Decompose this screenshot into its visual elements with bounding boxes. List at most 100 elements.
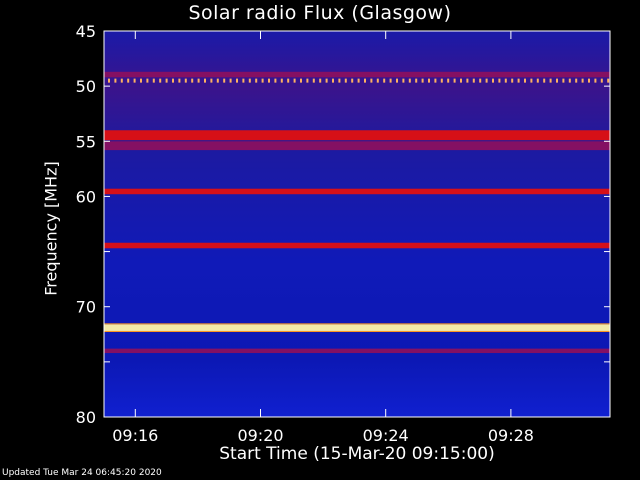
y-tick-label: 45: [76, 22, 96, 41]
emission-burst: [344, 78, 347, 83]
emission-burst: [594, 78, 597, 83]
emission-burst: [152, 78, 155, 83]
emission-burst: [364, 78, 366, 83]
emission-burst: [127, 78, 130, 83]
axes: 45 50 55 60 70 80 09:16 09:20 09:24 09:28: [76, 22, 610, 445]
emission-band: [104, 324, 610, 331]
emission-burst: [306, 78, 309, 83]
emission-burst: [300, 78, 302, 83]
emission-burst: [165, 78, 168, 83]
emission-burst: [524, 78, 526, 83]
emission-burst: [485, 78, 488, 83]
x-tick-label: 09:16: [112, 426, 158, 445]
emission-burst: [178, 78, 181, 83]
emission-burst: [472, 78, 475, 83]
x-tick-label: 09:28: [488, 426, 534, 445]
emission-burst: [370, 78, 373, 83]
emission-burst: [261, 78, 264, 83]
emission-burst: [280, 78, 283, 83]
emission-burst: [511, 78, 514, 83]
emission-burst: [466, 78, 469, 83]
y-tick-label: 70: [76, 298, 96, 317]
emission-burst: [268, 78, 270, 83]
emission-burst: [133, 78, 136, 83]
emission-burst: [351, 78, 354, 83]
emission-burst: [434, 78, 437, 83]
emission-burst: [498, 78, 501, 83]
emission-burst: [575, 78, 578, 83]
emission-burst: [287, 78, 290, 83]
emission-burst: [236, 78, 238, 83]
y-tick-label: 55: [76, 132, 96, 151]
emission-band: [104, 71, 610, 78]
emission-band-edge: [104, 323, 610, 325]
emission-band: [104, 348, 610, 354]
emission-burst: [255, 78, 258, 83]
emission-band: [104, 141, 610, 151]
emission-burst: [440, 78, 443, 83]
emission-bands: [104, 71, 610, 354]
emission-burst: [428, 78, 430, 83]
x-tick-label: 09:20: [237, 426, 283, 445]
emission-burst: [242, 78, 245, 83]
emission-burst: [293, 78, 296, 83]
emission-burst: [389, 78, 392, 83]
emission-burst: [421, 78, 424, 83]
emission-burst: [402, 78, 405, 83]
emission-burst: [543, 78, 546, 83]
emission-burst: [504, 78, 507, 83]
emission-burst: [159, 78, 162, 83]
y-tick-label: 80: [76, 408, 96, 427]
emission-burst: [460, 78, 462, 83]
emission-burst: [210, 78, 213, 83]
emission-burst: [140, 78, 142, 83]
updated-timestamp: Updated Tue Mar 24 06:45:20 2020: [2, 468, 162, 478]
emission-burst: [479, 78, 482, 83]
emission-band: [104, 242, 610, 249]
emission-burst: [517, 78, 520, 83]
emission-burst: [607, 78, 610, 83]
emission-burst: [108, 78, 110, 83]
plot-area: [104, 31, 610, 417]
emission-burst: [415, 78, 418, 83]
emission-burst: [357, 78, 360, 83]
emission-burst: [600, 78, 603, 83]
emission-burst: [191, 78, 194, 83]
x-axis-label: Start Time (15-Mar-20 09:15:00): [219, 444, 495, 464]
emission-burst: [204, 78, 206, 83]
emission-burst: [588, 78, 590, 83]
emission-burst: [383, 78, 386, 83]
emission-burst: [229, 78, 232, 83]
emission-burst: [216, 78, 219, 83]
emission-burst: [492, 78, 494, 83]
y-tick-label: 60: [76, 187, 96, 206]
chart-title: Solar radio Flux (Glasgow): [188, 2, 452, 24]
emission-burst: [197, 78, 200, 83]
emission-burst: [581, 78, 584, 83]
emission-burst: [453, 78, 456, 83]
emission-burst: [530, 78, 533, 83]
emission-burst: [120, 78, 123, 83]
emission-band: [104, 130, 610, 141]
emission-band: [104, 188, 610, 195]
emission-burst: [146, 78, 149, 83]
y-axis-label: Frequency [MHz]: [41, 161, 61, 296]
emission-burst: [248, 78, 251, 83]
emission-burst: [184, 78, 187, 83]
emission-burst: [376, 78, 379, 83]
emission-burst: [312, 78, 315, 83]
emission-burst: [172, 78, 174, 83]
emission-burst: [274, 78, 277, 83]
emission-burst: [562, 78, 565, 83]
emission-burst: [536, 78, 539, 83]
emission-burst: [556, 78, 558, 83]
intermittent-emission: [108, 78, 610, 83]
plot-frame: [103, 30, 611, 418]
emission-burst: [332, 78, 334, 83]
emission-burst: [338, 78, 341, 83]
emission-burst: [549, 78, 552, 83]
emission-burst: [223, 78, 226, 83]
emission-burst: [325, 78, 328, 83]
emission-burst: [396, 78, 398, 83]
